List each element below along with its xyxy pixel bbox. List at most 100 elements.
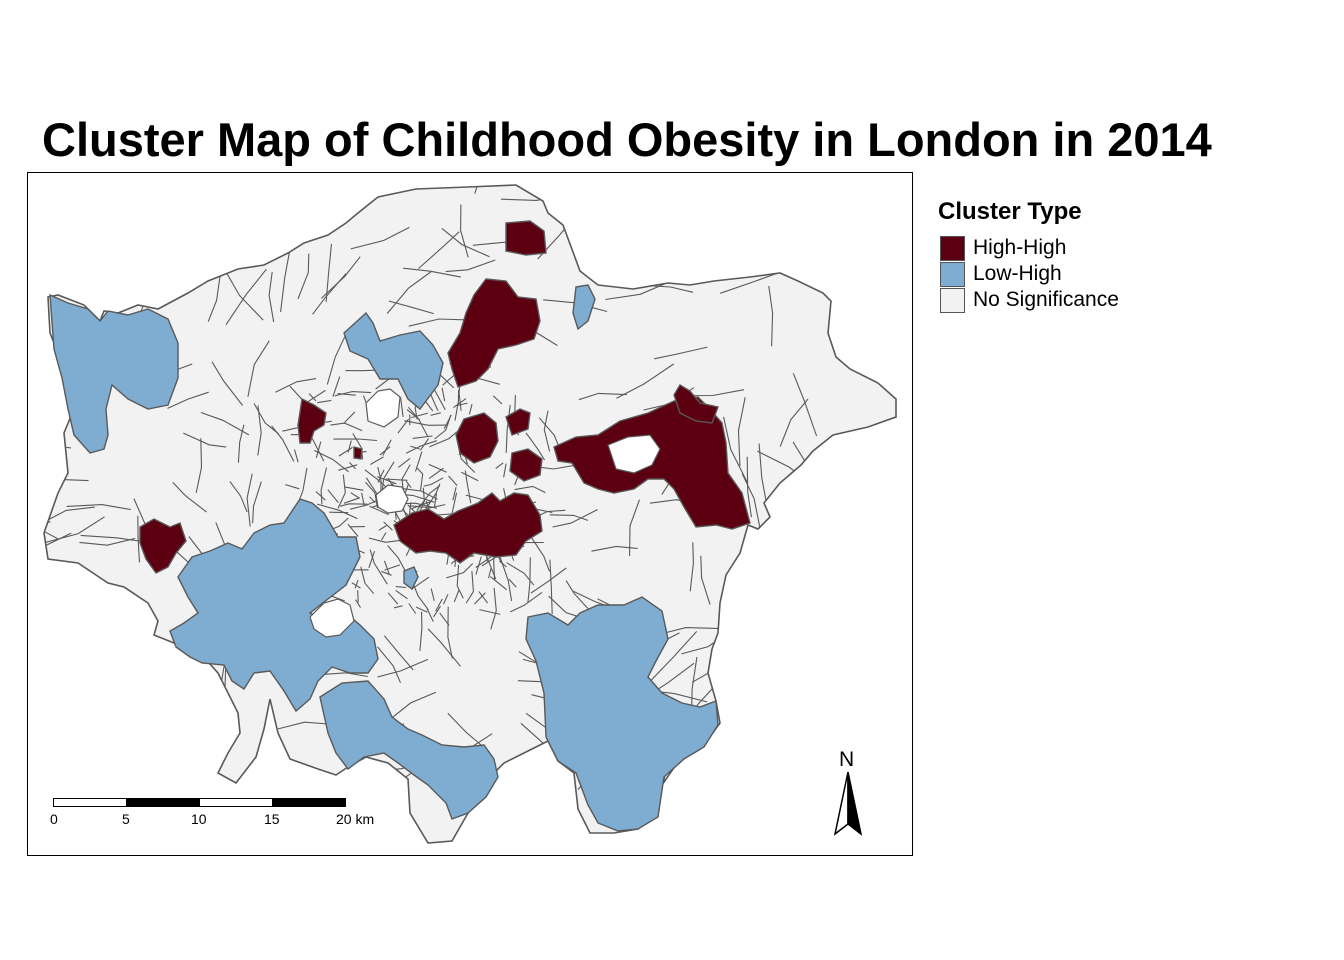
ward-boundary-line	[423, 477, 444, 487]
scale-segment-2	[126, 798, 200, 807]
ward-boundary-line	[44, 369, 47, 424]
north-label: N	[839, 748, 855, 771]
low-high-region-small-central	[403, 566, 419, 591]
ward-boundary-line	[453, 589, 460, 603]
ward-boundary-line	[200, 411, 250, 436]
ward-boundary-line	[746, 456, 752, 518]
ward-boundary-line	[465, 571, 474, 604]
ward-boundary-line	[490, 587, 497, 630]
ward-boundary-line	[361, 492, 365, 507]
ward-boundary-line	[741, 473, 762, 533]
ward-boundary-line	[723, 416, 748, 483]
london-map	[43, 184, 897, 844]
legend-label-low-high: Low-High	[973, 262, 1062, 285]
ward-boundary-line	[411, 412, 429, 419]
north-arrow: N	[833, 748, 863, 838]
north-arrow-icon	[833, 772, 863, 836]
ward-boundary-line	[343, 411, 356, 424]
ward-boundary-line	[418, 418, 429, 437]
ward-boundary-line	[435, 598, 443, 612]
low-high-region-north	[343, 311, 444, 411]
ward-boundary-line	[441, 387, 446, 402]
ward-boundary-line	[325, 243, 333, 303]
ward-boundary-line	[490, 576, 507, 591]
ward-boundary-line	[391, 691, 437, 719]
ward-boundary-line	[387, 592, 399, 605]
ward-boundary-line	[315, 441, 322, 458]
high-high-region-south-central	[393, 492, 543, 564]
ward-boundary-line	[137, 515, 141, 563]
ward-boundary-line	[499, 560, 507, 568]
ward-boundary-line	[434, 390, 446, 411]
ward-boundary-line	[297, 253, 310, 300]
high-high-region-central-east	[505, 408, 531, 436]
ward-boundary-line	[79, 537, 136, 546]
ward-boundary-line	[461, 471, 479, 482]
ward-boundary-line	[509, 591, 543, 613]
ward-boundary-line	[460, 204, 469, 258]
ward-boundary-line	[355, 599, 361, 608]
low-high-region-northwest	[49, 293, 179, 454]
ward-boundary-line	[221, 265, 264, 321]
ward-boundary-line	[388, 300, 434, 315]
scale-label-20-km: 20 km	[336, 811, 375, 827]
ward-boundary-line	[405, 480, 412, 489]
ward-boundary-line	[411, 500, 433, 510]
scale-segment-3	[199, 798, 273, 807]
ward-boundary-line	[779, 398, 809, 447]
ward-boundary-line	[616, 363, 675, 399]
ward-boundary-line	[768, 285, 774, 347]
ward-boundary-line	[385, 478, 408, 481]
ward-boundary-line	[418, 231, 460, 270]
ward-boundary-line	[549, 559, 553, 614]
ward-boundary-line	[379, 446, 391, 456]
legend-item-low-high: Low-High	[938, 261, 1119, 287]
ward-boundary-line	[381, 570, 392, 576]
ward-boundary-line	[514, 485, 546, 494]
ward-boundary-line	[430, 412, 441, 416]
ward-boundary-line	[357, 590, 359, 603]
ward-boundary-line	[333, 438, 378, 442]
unmapped-area-east-park	[607, 434, 661, 474]
ward-boundary-line	[382, 439, 392, 456]
ward-boundary-line	[365, 481, 379, 509]
ward-boundary-line	[474, 592, 486, 605]
legend-item-no-significance: No Significance	[938, 287, 1119, 313]
ward-boundary-line	[384, 564, 401, 571]
ward-boundary-line	[543, 410, 551, 452]
ward-boundary-line	[439, 612, 450, 626]
ward-boundary-line	[397, 418, 410, 434]
ward-boundary-line	[308, 393, 317, 402]
ward-boundary-line	[453, 398, 467, 409]
ward-boundary-line	[195, 438, 203, 493]
ward-boundary-line	[122, 690, 146, 754]
ward-boundary-line	[377, 476, 397, 485]
ward-boundary-line	[293, 449, 299, 463]
ward-boundary-line	[369, 505, 389, 516]
ward-boundary-line	[174, 747, 181, 819]
ward-boundary-line	[475, 554, 494, 568]
ward-boundary-line	[414, 451, 423, 472]
ward-boundary-line	[403, 267, 462, 278]
ward-boundary-line	[326, 333, 347, 385]
ward-boundary-line	[365, 477, 379, 496]
ward-boundary-line	[530, 567, 567, 594]
high-high-region-east-small-1	[509, 448, 543, 482]
ward-boundary-line	[565, 580, 590, 611]
map-panel: 0 5 10 15 20 km N	[27, 172, 913, 856]
ward-boundary-line	[406, 409, 421, 421]
ward-boundary-line	[563, 226, 631, 232]
ward-boundary-line	[202, 196, 233, 250]
ward-boundary-line	[347, 523, 359, 537]
ward-boundary-line	[448, 475, 458, 486]
ward-boundary-line	[360, 566, 375, 595]
ward-boundary-line	[44, 581, 80, 615]
ward-boundary-line	[398, 457, 411, 468]
ward-boundary-line	[412, 435, 433, 439]
ward-boundary-line	[408, 318, 468, 327]
ward-boundary-line	[386, 271, 432, 314]
scale-label-10: 10	[191, 811, 207, 827]
ward-boundary-line	[433, 605, 441, 618]
ward-boundary-line	[488, 568, 492, 579]
ward-boundary-line	[225, 268, 267, 326]
